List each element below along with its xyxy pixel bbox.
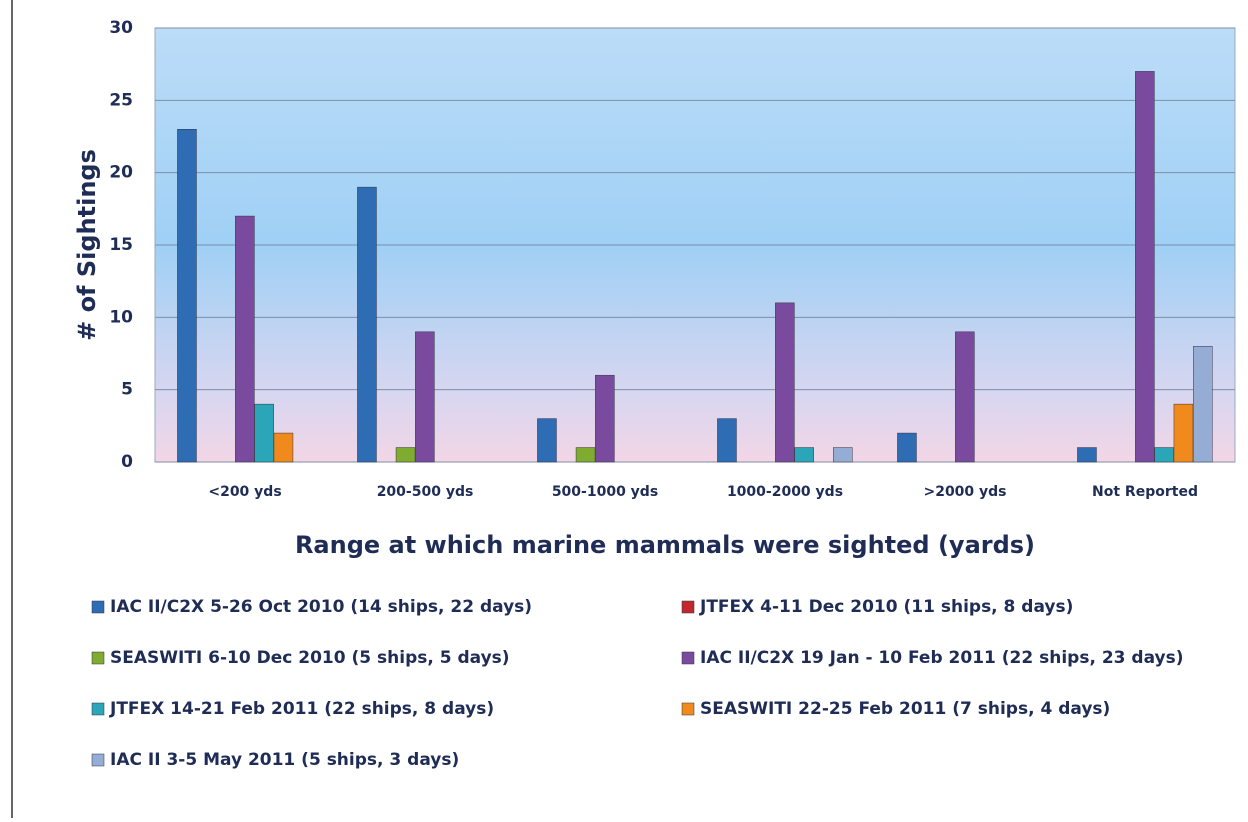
x-tick-label: >2000 yds bbox=[923, 484, 1006, 500]
legend-label: IAC II/C2X 19 Jan - 10 Feb 2011 (22 ship… bbox=[700, 648, 1184, 668]
bar bbox=[273, 432, 294, 463]
legend-swatch bbox=[91, 702, 105, 716]
x-tick-label: 500-1000 yds bbox=[552, 484, 658, 500]
legend-label: JTFEX 14-21 Feb 2011 (22 ships, 8 days) bbox=[109, 699, 494, 719]
bar bbox=[254, 403, 274, 463]
bar bbox=[1173, 403, 1194, 463]
x-axis-title: Range at which marine mammals were sight… bbox=[295, 531, 1035, 559]
y-tick-label: 10 bbox=[109, 307, 133, 327]
x-tick-label: Not Reported bbox=[1092, 484, 1198, 500]
bar bbox=[575, 447, 596, 463]
bar bbox=[833, 447, 853, 463]
bar bbox=[357, 186, 377, 463]
legend-swatch bbox=[91, 600, 105, 614]
x-tick-label: <200 yds bbox=[208, 484, 281, 500]
y-tick-label: 15 bbox=[109, 235, 133, 255]
y-tick-label: 20 bbox=[109, 163, 133, 183]
bar bbox=[1077, 447, 1097, 463]
x-tick-label: 1000-2000 yds bbox=[727, 484, 843, 500]
x-tick-label: 200-500 yds bbox=[377, 484, 474, 500]
bar bbox=[794, 447, 814, 463]
bar bbox=[717, 418, 737, 463]
legend-swatch bbox=[681, 702, 695, 716]
bar bbox=[897, 432, 917, 463]
y-tick-label: 0 bbox=[121, 452, 133, 472]
y-axis-title: # of Sightings bbox=[73, 149, 101, 341]
legend-label: JTFEX 4-11 Dec 2010 (11 ships, 8 days) bbox=[699, 597, 1073, 617]
y-tick-label: 5 bbox=[121, 380, 133, 400]
y-tick-label: 25 bbox=[109, 90, 133, 110]
legend-swatch bbox=[91, 651, 105, 665]
bar bbox=[395, 447, 416, 463]
bar bbox=[235, 215, 255, 463]
legend-label: IAC II/C2X 5-26 Oct 2010 (14 ships, 22 d… bbox=[110, 597, 532, 617]
bar bbox=[415, 331, 435, 463]
legend-label: SEASWITI 22-25 Feb 2011 (7 ships, 4 days… bbox=[700, 699, 1110, 719]
legend-label: IAC II 3-5 May 2011 (5 ships, 3 days) bbox=[110, 750, 459, 770]
bar bbox=[1154, 447, 1174, 463]
legend-swatch bbox=[681, 600, 695, 614]
legend-swatch bbox=[681, 651, 695, 665]
bar bbox=[537, 418, 557, 463]
legend-label: SEASWITI 6-10 Dec 2010 (5 ships, 5 days) bbox=[110, 648, 510, 668]
bar bbox=[1135, 71, 1155, 463]
bar bbox=[177, 129, 197, 463]
legend-swatch bbox=[91, 753, 105, 767]
bar bbox=[775, 302, 795, 463]
y-tick-label: 30 bbox=[109, 18, 133, 38]
bar bbox=[1193, 346, 1213, 463]
bar bbox=[955, 331, 975, 463]
bar bbox=[595, 374, 615, 463]
